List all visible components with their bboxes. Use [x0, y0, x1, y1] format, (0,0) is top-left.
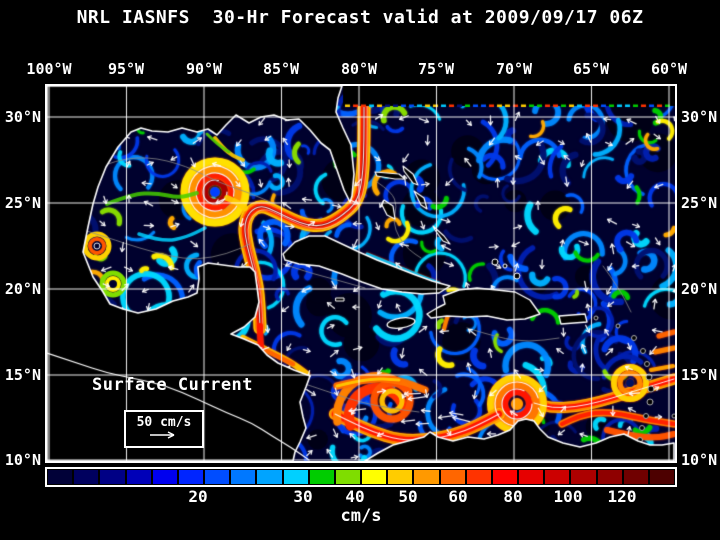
colorbar-cell	[126, 470, 151, 484]
lon-label-70w: 70°W	[495, 60, 533, 78]
colorbar-cell	[571, 470, 596, 484]
lon-label-85w: 85°W	[262, 60, 300, 78]
colorbar-cell	[519, 470, 544, 484]
lon-label-60w: 60°W	[650, 60, 688, 78]
colorbar-cell	[231, 470, 256, 484]
colorbar-cell	[74, 470, 99, 484]
colorbar-cell	[335, 470, 361, 484]
lon-label-95w: 95°W	[107, 60, 145, 78]
scale-arrow-icon	[150, 431, 175, 439]
colorbar-tick-30: 30	[293, 487, 313, 506]
lon-label-65w: 65°W	[572, 60, 610, 78]
lat-label-left-30n: 30°N	[4, 108, 41, 126]
scale-box: 50 cm/s	[124, 410, 204, 448]
colorbar-cell	[309, 470, 334, 484]
colorbar-tick-20: 20	[188, 487, 208, 506]
colorbar-cell	[100, 470, 125, 484]
legend-title: Surface Current	[92, 375, 254, 395]
colorbar-tick-100: 100	[553, 487, 583, 506]
colorbar-cell	[152, 470, 177, 484]
lon-label-100w: 100°W	[26, 60, 72, 78]
colorbar-cell	[205, 470, 230, 484]
colorbar-cell	[414, 470, 439, 484]
colorbar-cell	[388, 470, 413, 484]
colorbar-cell	[440, 470, 465, 484]
colorbar-cell	[48, 470, 73, 484]
colorbar-cell	[257, 470, 282, 484]
lat-label-right-20n: 20°N	[681, 280, 718, 298]
colorbar-cell	[178, 470, 204, 484]
colorbar-cell	[492, 470, 518, 484]
lat-label-left-25n: 25°N	[4, 194, 41, 212]
map-canvas	[47, 86, 675, 461]
colorbar-cell	[597, 470, 622, 484]
lat-label-right-15n: 15°N	[681, 366, 718, 384]
page-title: NRL IASNFS 30-Hr Forecast valid at 2009/…	[76, 7, 644, 28]
colorbar-cells	[45, 467, 677, 487]
colorbar-tick-60: 60	[448, 487, 468, 506]
scale-value: 50 cm/s	[136, 415, 192, 430]
lat-label-left-20n: 20°N	[4, 280, 41, 298]
lon-label-90w: 90°W	[185, 60, 223, 78]
colorbar-cell	[649, 470, 675, 484]
lat-label-right-30n: 30°N	[681, 108, 718, 126]
colorbar-cell	[466, 470, 491, 484]
colorbar-cell	[283, 470, 308, 484]
lon-label-80w: 80°W	[340, 60, 378, 78]
colorbar-unit: cm/s	[340, 506, 382, 526]
lon-label-75w: 75°W	[417, 60, 455, 78]
colorbar-tick-80: 80	[503, 487, 523, 506]
colorbar-tick-50: 50	[398, 487, 418, 506]
lat-label-left-10n: 10°N	[4, 451, 41, 469]
lat-label-right-25n: 25°N	[681, 194, 718, 212]
colorbar-tick-40: 40	[345, 487, 365, 506]
map-frame	[45, 84, 677, 463]
colorbar-cell	[623, 470, 648, 484]
colorbar-tick-120: 120	[607, 487, 637, 506]
colorbar-cell	[545, 470, 570, 484]
lat-label-right-10n: 10°N	[681, 451, 718, 469]
colorbar-cell	[362, 470, 387, 484]
lat-label-left-15n: 15°N	[4, 366, 41, 384]
